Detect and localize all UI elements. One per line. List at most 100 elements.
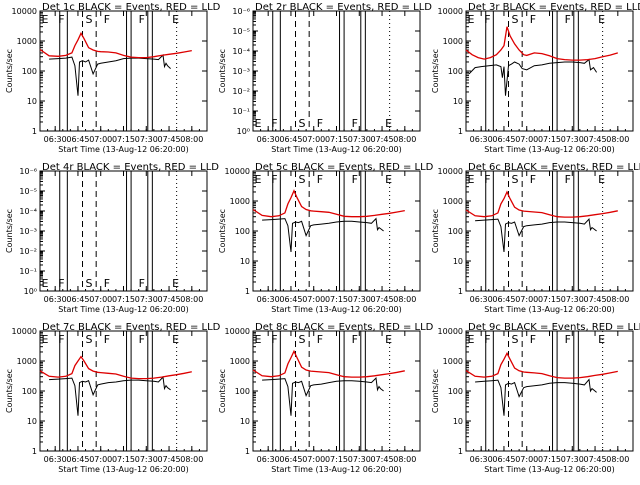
y-tick-label: 10⁻⁴ [232, 47, 250, 56]
x-tick-label: 07:30 [348, 455, 371, 464]
chart-title: Det 9c BLACK = Events, RED = LLD [468, 322, 640, 333]
chart-panel: Det 4r BLACK = Events, RED = LLD 06:30 06:… [5, 162, 219, 314]
time-marker-letter: F [139, 277, 145, 290]
time-marker-letter: F [139, 13, 145, 26]
time-marker-letter: F [271, 117, 277, 130]
time-marker-letter: F [317, 117, 323, 130]
time-marker-letter: E [385, 173, 392, 186]
y-axis-label: Counts/sec [218, 209, 227, 253]
events-series-line [262, 377, 384, 416]
time-marker-letter: E [172, 13, 179, 26]
y-axis-label: Counts/sec [431, 369, 440, 413]
time-marker-letter: S [512, 333, 519, 346]
x-axis-label: Start Time (13-Aug-12 06:20:00) [58, 305, 189, 314]
y-tick-label: 10⁻⁵ [232, 27, 250, 36]
x-tick-label: 08:00 [180, 455, 203, 464]
y-tick-label: 100 [448, 227, 463, 236]
x-tick-label: 06:45 [66, 455, 89, 464]
x-tick-label: 07:15 [112, 295, 135, 304]
chart-title: Det 3r BLACK = Events, RED = LLD [468, 2, 640, 13]
y-tick-label: 10 [240, 417, 250, 426]
y-axis-label: Counts/sec [218, 369, 227, 413]
time-marker-letter: F [530, 333, 536, 346]
chart-panel: Det 9c BLACK = Events, RED = LLD 06:30 06:… [431, 322, 640, 474]
y-tick-label: 1000 [443, 197, 463, 206]
time-marker-letter: S [299, 333, 306, 346]
time-marker-letter: S [512, 13, 519, 26]
y-tick-label: 10⁻⁶ [232, 7, 250, 16]
time-marker-letter: E [468, 333, 475, 346]
x-tick-label: 07:00 [302, 135, 325, 144]
events-series-line [49, 375, 171, 416]
y-tick-label: 1000 [17, 37, 37, 46]
x-axis-label: Start Time (13-Aug-12 06:20:00) [271, 465, 402, 474]
time-marker-letter: F [58, 277, 64, 290]
x-axis-label: Start Time (13-Aug-12 06:20:00) [58, 465, 189, 474]
y-tick-label: 10⁻³ [19, 227, 37, 236]
y-tick-label: 100 [448, 67, 463, 76]
time-marker-letter: E [42, 277, 49, 290]
plot-frame [465, 170, 634, 292]
y-tick-label: 1000 [230, 357, 250, 366]
x-tick-label: 07:00 [89, 455, 112, 464]
x-tick-label: 07:00 [515, 455, 538, 464]
time-marker-letter: E [385, 117, 392, 130]
y-tick-label: 10 [27, 417, 37, 426]
y-tick-label: 1000 [443, 37, 463, 46]
y-tick-label: 10 [240, 257, 250, 266]
time-marker-letter: S [86, 277, 93, 290]
events-series-line [468, 58, 598, 96]
y-tick-label: 1 [245, 447, 250, 456]
x-tick-label: 07:15 [112, 455, 135, 464]
x-tick-label: 06:30 [257, 135, 280, 144]
y-tick-label: 100 [235, 227, 250, 236]
time-marker-letter: E [42, 13, 49, 26]
time-marker-letter: F [317, 333, 323, 346]
x-tick-label: 07:15 [112, 135, 135, 144]
y-tick-label: 10 [27, 97, 37, 106]
x-axis-label: Start Time (13-Aug-12 06:20:00) [484, 305, 615, 314]
x-tick-label: 06:45 [279, 295, 302, 304]
x-tick-label: 07:15 [325, 135, 348, 144]
x-tick-label: 07:15 [325, 455, 348, 464]
x-tick-label: 07:00 [89, 135, 112, 144]
x-axis-label: Start Time (13-Aug-12 06:20:00) [58, 145, 189, 154]
time-marker-letter: F [484, 333, 490, 346]
y-tick-label: 1 [32, 447, 37, 456]
x-tick-label: 07:30 [135, 295, 158, 304]
y-tick-label: 10000 [225, 327, 250, 336]
time-marker-letter: F [58, 13, 64, 26]
time-marker-letter: E [42, 333, 49, 346]
x-tick-label: 06:30 [44, 455, 67, 464]
time-marker-letter: S [86, 333, 93, 346]
chart-title: Det 5c BLACK = Events, RED = LLD [255, 162, 434, 173]
chart-panel: Det 6c BLACK = Events, RED = LLD 06:30 06:… [431, 162, 640, 314]
x-tick-label: 06:30 [470, 455, 493, 464]
time-marker-letter: E [172, 333, 179, 346]
time-marker-letter: F [104, 277, 110, 290]
x-tick-label: 08:00 [606, 455, 629, 464]
time-marker-letter: E [255, 333, 262, 346]
y-axis-label: Counts/sec [5, 209, 14, 253]
y-tick-label: 10⁻³ [232, 67, 250, 76]
y-tick-label: 10⁻² [19, 247, 37, 256]
chart-title: Det 7c BLACK = Events, RED = LLD [42, 322, 221, 333]
x-axis-label: Start Time (13-Aug-12 06:20:00) [271, 305, 402, 314]
chart-panel: Det 8c BLACK = Events, RED = LLD 06:30 06:… [218, 322, 434, 474]
lld-series-line [252, 349, 405, 378]
x-tick-label: 08:00 [606, 135, 629, 144]
x-tick-label: 06:30 [257, 455, 280, 464]
x-tick-label: 07:45 [584, 135, 607, 144]
x-tick-label: 07:30 [561, 135, 584, 144]
time-marker-letter: E [598, 173, 605, 186]
lld-series-line [465, 190, 618, 218]
x-tick-label: 07:45 [584, 455, 607, 464]
y-tick-label: 1000 [17, 357, 37, 366]
time-marker-letter: F [484, 173, 490, 186]
y-tick-label: 10 [453, 417, 463, 426]
y-tick-label: 10 [453, 97, 463, 106]
y-axis-label: Counts/sec [431, 49, 440, 93]
time-marker-letter: F [271, 333, 277, 346]
